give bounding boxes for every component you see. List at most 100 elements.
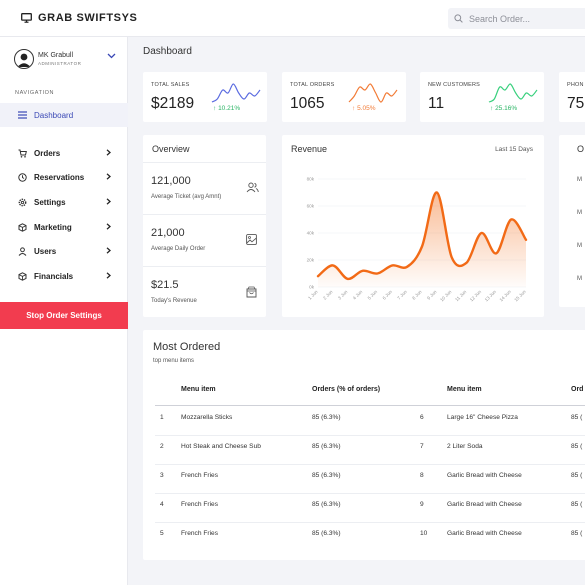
x-tick-label: 1 Jun	[307, 289, 319, 301]
stop-order-settings-button[interactable]: Stop Order Settings	[0, 302, 128, 329]
row-divider	[155, 493, 585, 494]
order-count: 85 (	[571, 501, 583, 508]
order-count: 85 (	[571, 530, 583, 537]
revenue-panel: Revenue Last 15 Days 0k 20k 40k 60k 80k 1 Jun…	[282, 135, 544, 317]
nav-section-label: NAVIGATION	[15, 90, 55, 96]
arrow-up-icon: ↑	[352, 105, 356, 112]
sidebar-item-orders[interactable]: Orders	[0, 141, 128, 165]
search-input[interactable]	[469, 13, 579, 24]
overview-row-daily-order: 21,000 Average Daily Order	[143, 214, 266, 266]
row-divider	[155, 464, 585, 465]
menu-item-name: French Fries	[181, 501, 219, 508]
row-number: 4	[160, 501, 164, 508]
menu-item-name: Garlic Bread with Cheese	[447, 501, 522, 508]
sidebar-item-financials[interactable]: Financials	[0, 264, 128, 288]
sparkline-orders	[348, 83, 398, 103]
most-ordered-panel: Most Ordered top menu items Menu item Or…	[143, 330, 585, 560]
revenue-area	[318, 192, 526, 287]
cart-icon	[18, 149, 27, 158]
column-header-menu-item: Menu item	[447, 386, 482, 393]
order-count: 85 (	[571, 472, 583, 479]
stat-card-total-orders[interactable]: TOTAL ORDERS 1065 ↑ 5.05%	[282, 72, 406, 122]
sparkline-series	[211, 83, 261, 103]
arrow-up-icon: ↑	[213, 105, 217, 112]
menu-item-name: Hot Steak and Cheese Sub	[181, 443, 261, 450]
gear-icon	[18, 198, 27, 207]
row-number: 7	[420, 443, 424, 450]
order-count: 85 (6.3%)	[312, 414, 341, 421]
stat-value: 1065	[290, 95, 325, 112]
sparkline-sales	[211, 83, 261, 103]
column-header-orders: Orders (% of orders)	[312, 386, 381, 393]
box-icon	[18, 222, 27, 232]
chevron-right-icon	[106, 272, 111, 279]
stat-change: ↑ 10.21%	[213, 105, 240, 112]
overview-value: 121,000	[151, 175, 191, 187]
sidebar-item-users[interactable]: Users	[0, 239, 128, 263]
x-tick-label: 13 Jun	[484, 289, 498, 303]
stat-change: ↑ 25.16%	[490, 105, 517, 112]
search-box[interactable]	[448, 8, 585, 29]
x-tick-label: 12 Jun	[469, 289, 483, 303]
column-header-menu-item: Menu item	[181, 386, 216, 393]
row-number: 6	[420, 414, 424, 421]
order-count: 85 (6.3%)	[312, 472, 341, 479]
side-panel-row: M	[577, 210, 582, 216]
side-panel-row: M	[577, 276, 582, 282]
menu-item-name: Garlic Bread with Cheese	[447, 530, 522, 537]
x-tick-label: 6 Jun	[382, 289, 394, 301]
top-bar: GRAB SWIFTSYS	[0, 0, 585, 37]
box-icon	[18, 271, 27, 281]
y-tick-label: 60k	[307, 204, 315, 209]
x-tick-label: 9 Jun	[426, 289, 438, 301]
stat-change-value: 5.05%	[357, 105, 376, 112]
overview-panel: Overview 121,000 Average Ticket (avg Amn…	[143, 135, 266, 317]
row-number: 10	[420, 530, 428, 537]
stat-label: TOTAL ORDERS	[290, 82, 335, 88]
sidebar-item-label: Orders	[34, 148, 61, 158]
y-tick-label: 40k	[307, 231, 315, 236]
search-icon	[454, 14, 463, 23]
sidebar-item-marketing[interactable]: Marketing	[0, 215, 128, 239]
revenue-line[interactable]	[316, 191, 528, 281]
stat-card-phone[interactable]: PHON 75	[559, 72, 585, 122]
sidebar-item-reservations[interactable]: Reservations	[0, 165, 128, 189]
chevron-right-icon	[106, 149, 111, 156]
table-header-divider	[155, 405, 585, 406]
x-tick-label: 8 Jun	[411, 289, 423, 301]
brand[interactable]: GRAB SWIFTSYS	[21, 12, 137, 24]
sparkline-series	[348, 83, 398, 103]
chevron-right-icon	[106, 198, 111, 205]
users-icon	[246, 182, 259, 193]
order-count: 85 (6.3%)	[312, 501, 341, 508]
sidebar-item-dashboard[interactable]: Dashboard	[0, 103, 128, 127]
sidebar-item-settings[interactable]: Settings	[0, 190, 128, 214]
stat-card-total-sales[interactable]: TOTAL SALES $2189 ↑ 10.21%	[143, 72, 267, 122]
sidebar-item-label: Reservations	[34, 172, 85, 182]
stat-card-new-customers[interactable]: NEW CUSTOMERS 11 ↑ 25.16%	[420, 72, 544, 122]
x-tick-label: 11 Jun	[454, 289, 467, 302]
sidebar-item-label: Financials	[34, 271, 74, 281]
stat-label: NEW CUSTOMERS	[428, 82, 481, 88]
side-panel-row: M	[577, 243, 582, 249]
row-divider	[155, 435, 585, 436]
chevron-down-icon[interactable]	[107, 53, 116, 59]
overview-label: Average Ticket (avg Amnt)	[151, 194, 222, 200]
row-number: 8	[420, 472, 424, 479]
stat-label: PHON	[567, 82, 584, 88]
menu-item-name: Large 16" Cheese Pizza	[447, 414, 518, 421]
order-count: 85 (	[571, 443, 583, 450]
side-panel-row: M	[577, 177, 582, 183]
page-title: Dashboard	[143, 46, 192, 57]
stat-value: 11	[428, 95, 445, 112]
revenue-period-select[interactable]: Last 15 Days	[495, 146, 533, 153]
bag-icon	[246, 286, 257, 298]
sidebar-item-label: Settings	[34, 197, 66, 207]
avatar	[14, 49, 34, 69]
brand-name: GRAB SWIFTSYS	[38, 12, 138, 24]
row-divider	[155, 522, 585, 523]
y-tick-label: 0k	[309, 285, 315, 290]
user-profile[interactable]: MK Grabull ADMINISTRATOR	[14, 48, 122, 70]
revenue-chart: 0k 20k 40k 60k 80k 1 Jun 2 Jun 3 Jun 4 Jun 5 Jun 6…	[307, 177, 528, 303]
row-number: 5	[160, 530, 164, 537]
